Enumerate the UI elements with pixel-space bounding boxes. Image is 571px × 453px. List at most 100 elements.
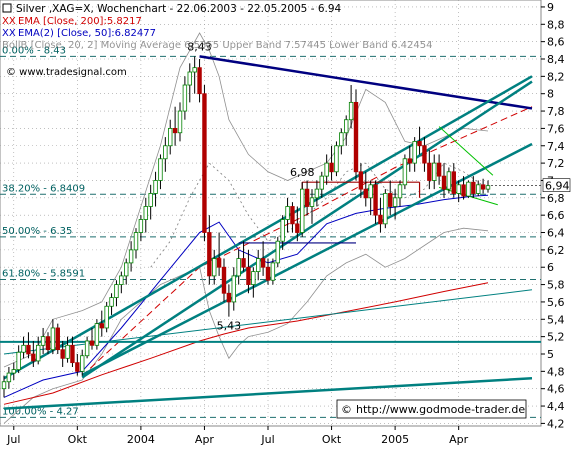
candle-up (104, 305, 109, 329)
x-tick-label: Apr (449, 433, 469, 446)
y-tick-label: 6,8 (547, 192, 565, 205)
candle-up (314, 188, 320, 199)
candle-up (251, 271, 256, 285)
x-tick-label: 2005 (381, 433, 409, 446)
candle-up (319, 175, 324, 190)
fibonacci-label: 0.00% - 8.43 (2, 45, 66, 56)
candle-down (60, 349, 65, 359)
y-tick-label: 5,4 (547, 313, 565, 326)
candle-down (290, 206, 295, 225)
candle-up (231, 275, 236, 303)
y-tick-label: 5 (547, 348, 554, 361)
candle-down (26, 344, 31, 355)
candle-up (344, 119, 349, 134)
candle-up (182, 84, 188, 112)
y-tick-label: 5,8 (547, 279, 565, 292)
annotation-label: 5,43 (217, 320, 242, 333)
candle-down (295, 223, 300, 233)
candle-up (163, 145, 168, 160)
candle-down (378, 214, 383, 225)
candle-up (158, 158, 163, 181)
candle-down (480, 184, 486, 190)
candle-up (432, 162, 437, 181)
y-tick-label: 9 (547, 1, 554, 14)
candle-down (260, 258, 266, 268)
y-tick-label: 4,8 (547, 365, 565, 378)
fibonacci-label: 38.20% - 6.8409 (2, 183, 85, 194)
candle-up (84, 340, 90, 357)
fibonacci-label: 61.80% - 5.8591 (2, 268, 85, 279)
fibonacci-label: 50.00% - 6.35 (2, 226, 72, 237)
legend-entry: EMA(2) [Close, 50]:6.82477 (18, 28, 156, 39)
candle-down (89, 340, 95, 346)
candle-up (280, 219, 285, 242)
candle-down (55, 327, 60, 351)
candle-up (94, 323, 100, 346)
candle-up (153, 180, 158, 194)
candle-down (246, 266, 251, 285)
candle-up (270, 262, 276, 281)
candle-up (309, 197, 315, 207)
candle-up (114, 284, 119, 298)
candle-down (221, 266, 227, 294)
trendline-support-2 (81, 142, 533, 376)
y-tick-label: 7,4 (547, 140, 565, 153)
candle-up (446, 171, 452, 190)
candle-up (36, 344, 41, 362)
candle-up (133, 232, 139, 251)
candle-up (456, 184, 461, 194)
candle-down (407, 158, 412, 164)
candle-down (99, 323, 104, 329)
candle-down (172, 128, 178, 134)
legend-marker: XX (2, 16, 16, 27)
candle-down (265, 266, 271, 281)
candle-up (11, 369, 16, 374)
y-axis: 4,24,44,64,855,25,45,65,866,26,46,66,877… (541, 1, 571, 430)
candle-up (21, 344, 26, 353)
candle-down (451, 171, 456, 194)
candle-down (417, 141, 422, 147)
y-tick-label: 8,4 (547, 53, 565, 66)
y-tick-label: 6,2 (547, 244, 565, 257)
y-tick-label: 8,2 (547, 70, 565, 83)
y-tick-label: 7,8 (547, 105, 565, 118)
candle-up (212, 258, 217, 277)
source-text: © www.tradesignal.com (6, 67, 127, 78)
chart-header: Silver ,XAG=X, Wochenchart - 22.06.2003 … (2, 3, 527, 419)
current-price-box (542, 178, 571, 192)
candle-down (422, 145, 427, 164)
y-tick-label: 6,4 (547, 227, 565, 240)
y-tick-label: 8,8 (547, 18, 565, 31)
trendline-long-2 (3, 377, 533, 410)
y-tick-label: 7,2 (547, 157, 565, 170)
x-axis: Jul Okt 2004 Apr Jul Okt 2005 Apr (6, 426, 469, 446)
candle-up (187, 71, 192, 86)
candle-up (6, 372, 12, 383)
x-tick-label: Jul (6, 433, 20, 446)
y-tick-label: 7,6 (547, 122, 565, 135)
candle-up (348, 101, 354, 121)
y-tick-label: 6,6 (547, 209, 565, 222)
candle-up (285, 206, 290, 220)
candle-down (31, 353, 36, 362)
candle-up (119, 275, 124, 285)
candle-up (368, 184, 373, 199)
candle-up (236, 258, 241, 277)
candle-up (476, 184, 481, 194)
candle-up (192, 67, 197, 73)
legend-marker: XX (2, 28, 16, 39)
candles-layer (1, 56, 491, 398)
candle-down (373, 184, 378, 216)
candle-down (45, 336, 51, 351)
candle-down (197, 67, 202, 95)
series-boll-upper (3, 32, 489, 368)
y-tick-label: 8,6 (547, 36, 565, 49)
candle-up (50, 327, 56, 351)
plot-frame (0, 0, 542, 427)
candle-up (334, 145, 339, 173)
candle-up (397, 184, 403, 199)
x-tick-label: Okt (68, 433, 88, 446)
candle-down (388, 193, 393, 207)
candle-down (75, 362, 80, 372)
trendline-resistance (199, 55, 533, 110)
